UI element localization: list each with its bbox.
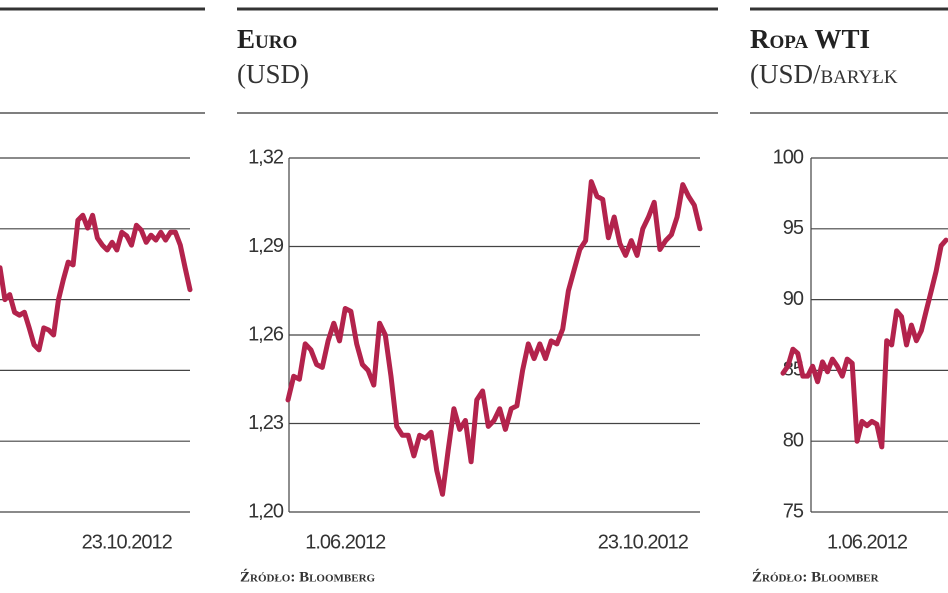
y-tick-label: 1,26 <box>248 323 284 345</box>
y-tick-label: 90 <box>783 288 804 310</box>
y-tick-label: 1,23 <box>248 412 284 434</box>
y-tick-label: 100 <box>773 146 804 168</box>
chart-subtitle: (USD/baryłk <box>750 59 898 89</box>
chart-subtitle: (USD) <box>237 59 309 89</box>
source: Źródło: Bloomber <box>752 568 880 585</box>
y-tick-label: 80 <box>783 429 804 451</box>
chart-title: Euro <box>237 24 297 54</box>
x-tick-label: 1.06.2012 <box>305 531 386 553</box>
x-tick-label: 23.10.2012 <box>82 531 173 553</box>
y-tick-label: 1,29 <box>248 235 284 257</box>
data-line <box>780 237 948 450</box>
x-tick-label: 1.06.2012 <box>827 531 908 553</box>
x-tick-label: 23.10.2012 <box>598 531 689 553</box>
data-line <box>0 212 193 353</box>
y-tick-label: 1,20 <box>248 500 284 522</box>
data-line <box>285 179 703 497</box>
y-tick-label: 75 <box>783 500 804 522</box>
chart-title: Ropa WTI <box>750 24 870 54</box>
y-tick-label: 1,32 <box>248 146 284 168</box>
y-tick-label: 95 <box>783 217 804 239</box>
source: Źródło: Bloomberg <box>240 568 376 585</box>
